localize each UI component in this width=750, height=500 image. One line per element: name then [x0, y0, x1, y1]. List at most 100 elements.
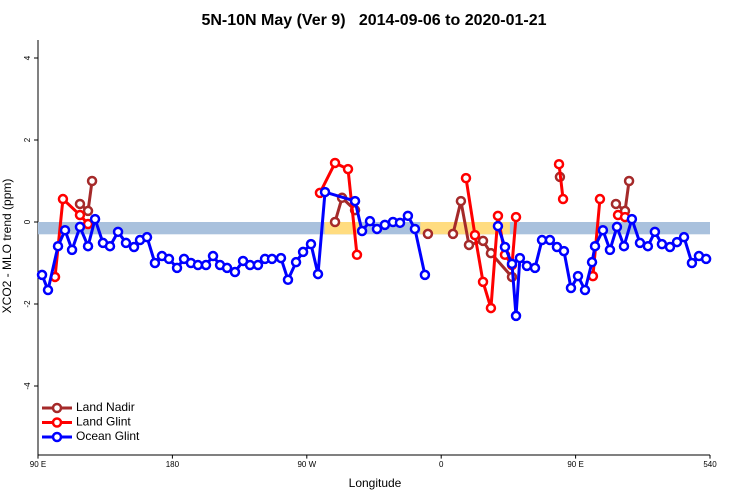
data-point — [521, 260, 533, 272]
data-point — [282, 274, 294, 286]
data-point — [104, 240, 116, 252]
legend-label: Land Nadir — [76, 400, 135, 414]
data-point — [57, 193, 69, 205]
data-point — [700, 253, 712, 265]
data-point — [59, 224, 71, 236]
y-tick-label: 2 — [23, 137, 32, 142]
data-point — [686, 257, 698, 269]
data-point — [36, 269, 48, 281]
data-point — [499, 241, 511, 253]
data-point — [618, 240, 630, 252]
x-tick-label: 540 — [703, 460, 717, 469]
data-point — [394, 217, 406, 229]
data-point — [678, 231, 690, 243]
data-point — [671, 236, 683, 248]
data-point — [349, 195, 361, 207]
data-point — [604, 244, 616, 256]
data-point — [460, 172, 472, 184]
x-tick-label: 90 E — [567, 460, 583, 469]
data-point — [626, 213, 638, 225]
data-point — [419, 269, 431, 281]
data-point — [74, 209, 86, 221]
data-point — [656, 238, 668, 250]
x-tick-label: 180 — [166, 460, 180, 469]
chart-title: 5N-10N May (Ver 9) 2014-09-06 to 2020-01… — [201, 12, 546, 29]
data-point — [82, 240, 94, 252]
data-point — [485, 302, 497, 314]
data-point — [477, 276, 489, 288]
data-point — [558, 245, 570, 257]
legend-marker — [51, 417, 63, 428]
data-point — [364, 215, 376, 227]
data-point — [506, 258, 518, 270]
series-line — [40, 190, 707, 317]
data-point — [128, 241, 140, 253]
data-point — [371, 223, 383, 235]
data-point — [553, 158, 565, 170]
data-point — [586, 256, 598, 268]
data-point — [312, 268, 324, 280]
x-axis-label: Longitude — [349, 476, 402, 490]
data-point — [120, 237, 132, 249]
data-point — [510, 310, 522, 322]
data-point — [52, 240, 64, 252]
data-point — [86, 175, 98, 187]
data-point — [329, 216, 341, 228]
data-point — [579, 284, 591, 296]
data-point — [141, 231, 153, 243]
y-tick-label: -2 — [23, 300, 32, 308]
data-point — [544, 234, 556, 246]
legend-marker — [51, 402, 63, 414]
data-point — [589, 240, 601, 252]
data-point — [510, 211, 522, 223]
y-tick-label: -4 — [23, 382, 32, 390]
data-point — [492, 220, 504, 232]
data-point — [594, 193, 606, 205]
data-point — [229, 266, 241, 278]
data-point — [469, 229, 481, 241]
y-axis-label: XCO2 - MLO trend (ppm) — [0, 179, 14, 314]
data-point — [597, 224, 609, 236]
data-point — [514, 252, 526, 264]
data-point — [623, 175, 635, 187]
data-point — [610, 198, 622, 210]
data-point — [447, 228, 459, 240]
data-point — [342, 163, 354, 175]
legend-marker — [51, 431, 63, 443]
data-point — [351, 249, 363, 261]
data-point — [74, 198, 86, 210]
data-point — [297, 246, 309, 258]
data-point — [529, 262, 541, 274]
data-point — [422, 228, 434, 240]
data-point — [379, 219, 391, 231]
data-point — [356, 225, 368, 237]
data-point — [402, 210, 414, 222]
data-point — [611, 221, 623, 233]
data-point — [207, 250, 219, 262]
x-tick-label: 90 E — [30, 460, 46, 469]
data-point — [290, 256, 302, 268]
legend-label: Ocean Glint — [76, 429, 140, 443]
data-point — [89, 213, 101, 225]
data-point — [565, 282, 577, 294]
data-point — [319, 186, 331, 198]
data-point — [200, 259, 212, 271]
data-point — [82, 205, 94, 217]
data-point — [171, 262, 183, 274]
data-point — [329, 157, 341, 169]
data-point — [149, 257, 161, 269]
data-point — [275, 252, 287, 264]
data-point — [221, 262, 233, 274]
data-point — [642, 240, 654, 252]
data-point — [492, 210, 504, 222]
y-tick-label: 0 — [23, 219, 32, 224]
y-tick-label: 4 — [23, 55, 32, 60]
data-point — [66, 244, 78, 256]
data-point — [463, 239, 475, 251]
data-point — [557, 193, 569, 205]
data-point — [305, 238, 317, 250]
data-point — [112, 226, 124, 238]
data-point — [409, 223, 421, 235]
legend-label: Land Glint — [76, 415, 131, 429]
